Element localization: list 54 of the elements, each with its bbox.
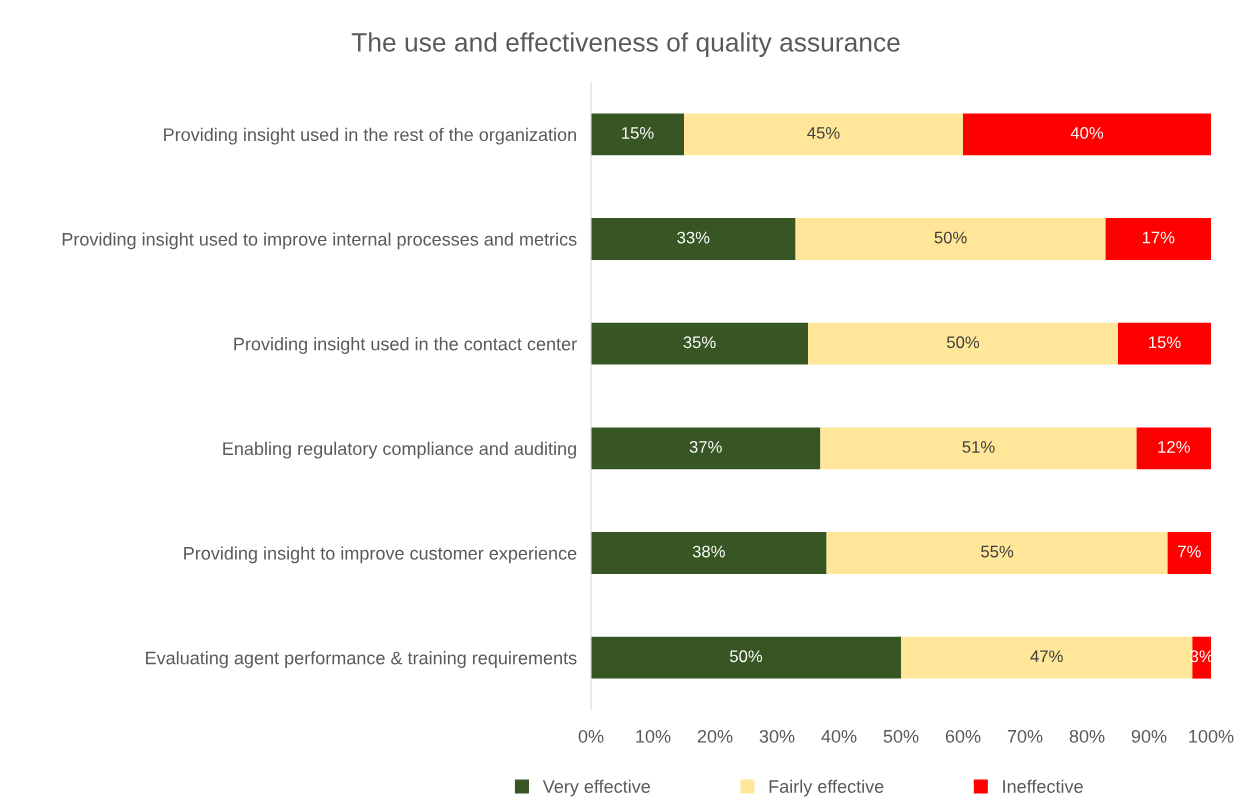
bar	[591, 218, 796, 260]
data-label: 45%	[807, 127, 840, 139]
data-label: 33%	[677, 231, 710, 244]
legend-label: Ineffective	[1003, 779, 1083, 793]
data-label: 15%	[1149, 336, 1181, 349]
y-tick-label: Evaluating agent performance & training requirements	[146, 651, 577, 668]
data-label: 40%	[1070, 127, 1104, 139]
bar	[684, 113, 963, 156]
data-label: 50%	[729, 650, 763, 663]
data-label: 35%	[683, 336, 716, 349]
y-tick-label: Providing insight used in the contact center	[234, 337, 577, 354]
x-tick-label: 80%	[1069, 729, 1105, 743]
x-tick-label: 20%	[697, 729, 733, 743]
y-tick-label: Enabling regulatory compliance and auditing	[223, 441, 576, 459]
legend-label: Fairly effective	[769, 779, 884, 797]
data-label: 38%	[692, 545, 725, 558]
bar	[1105, 218, 1211, 260]
data-label: 55%	[981, 545, 1014, 558]
bar	[591, 322, 808, 365]
x-tick-label: 50%	[883, 729, 919, 743]
bar	[1167, 532, 1211, 574]
chart-title: The use and effectiveness of quality assurance	[351, 32, 900, 57]
data-label: 47%	[1030, 650, 1063, 663]
x-tick-label: 10%	[636, 729, 671, 743]
bar	[795, 218, 1106, 260]
bar	[591, 532, 827, 574]
x-tick-label: 0%	[578, 729, 604, 743]
data-label: 50%	[946, 336, 980, 349]
x-tick-label: 90%	[1131, 729, 1167, 743]
bar	[808, 322, 1118, 365]
bar	[591, 113, 684, 156]
x-tick-label: 30%	[759, 729, 795, 743]
bar	[591, 427, 821, 470]
x-tick-label: 70%	[1007, 729, 1043, 743]
y-tick-label: Providing insight used in the rest of the organization	[164, 127, 576, 145]
y-tick-label: Providing insight used to improve internal processes and metrics	[62, 232, 577, 250]
data-label: 7%	[1178, 545, 1201, 558]
legend-label: Very effective	[542, 779, 650, 797]
data-label: 12%	[1158, 441, 1190, 453]
bar	[963, 113, 1211, 156]
bar	[1118, 322, 1211, 365]
bar	[826, 532, 1168, 574]
data-label: 15%	[622, 127, 654, 139]
x-tick-label: 40%	[821, 729, 857, 743]
data-label: 50%	[934, 231, 967, 244]
data-label: 37%	[689, 441, 722, 453]
data-label: 17%	[1142, 231, 1175, 244]
data-label: 51%	[962, 441, 995, 453]
x-tick-label: 100%	[1189, 729, 1234, 743]
bar	[820, 427, 1137, 470]
x-tick-label: 60%	[945, 729, 981, 743]
y-tick-label: Providing insight to improve customer experience	[184, 546, 577, 564]
bar	[1136, 427, 1211, 470]
bar	[591, 636, 901, 679]
